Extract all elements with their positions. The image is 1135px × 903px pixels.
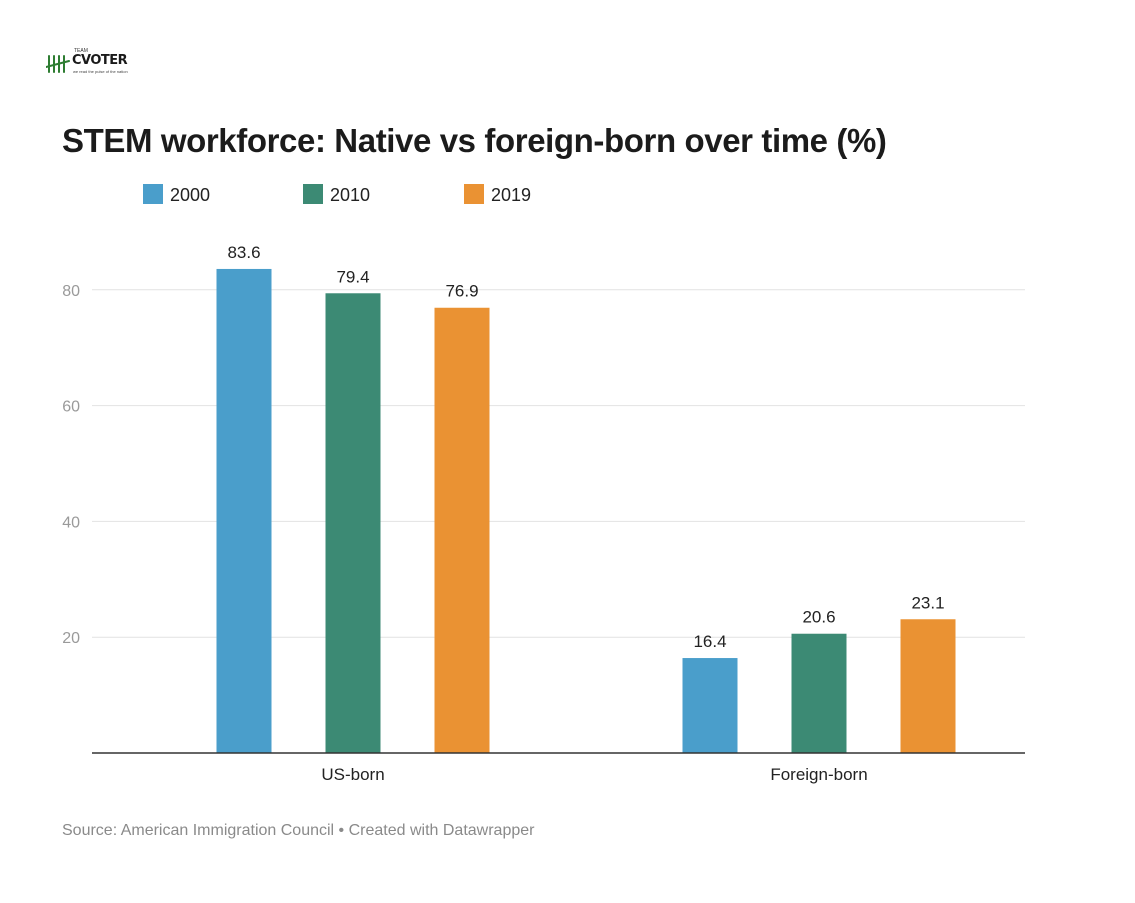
logo-tagline-top: TEAM: [74, 48, 88, 54]
legend-swatch-2019: [464, 184, 484, 204]
data-label: 83.6: [227, 243, 260, 262]
chart-legend: 2000 2010 2019: [143, 184, 603, 206]
bar-2019-us-born: [434, 307, 490, 753]
tally-marks-icon: [46, 55, 70, 73]
x-category-label: Foreign-born: [770, 765, 867, 784]
legend-label-2010: 2010: [330, 185, 371, 205]
bar-2010-us-born: [325, 293, 381, 753]
bar-2019-foreign-born: [900, 619, 956, 753]
bar-2000-foreign-born: [682, 658, 738, 753]
legend-label-2019: 2019: [491, 185, 532, 205]
data-label: 16.4: [693, 632, 726, 651]
chart-title: STEM workforce: Native vs foreign-born o…: [62, 122, 887, 159]
data-label: 76.9: [445, 282, 478, 301]
x-category-label: US-born: [321, 765, 384, 784]
data-label: 23.1: [911, 593, 944, 612]
logo-tagline-bottom: we read the pulse of the nation: [73, 69, 128, 74]
source-note: Source: American Immigration Council • C…: [62, 822, 535, 839]
bar-2000-us-born: [216, 268, 272, 753]
y-tick-label: 20: [62, 630, 80, 647]
bar-2010-foreign-born: [791, 633, 847, 753]
data-label: 79.4: [336, 267, 369, 286]
logo-wordmark: CVOTER: [72, 53, 128, 68]
cvoter-logo: TEAM CVOTER we read the pulse of the nat…: [46, 46, 136, 80]
data-label: 20.6: [802, 608, 835, 627]
legend-swatch-2000: [143, 184, 163, 204]
y-tick-label: 60: [62, 399, 80, 416]
y-tick-label: 80: [62, 283, 80, 300]
legend-swatch-2010: [303, 184, 323, 204]
y-tick-label: 40: [62, 514, 80, 531]
legend-label-2000: 2000: [170, 185, 211, 205]
